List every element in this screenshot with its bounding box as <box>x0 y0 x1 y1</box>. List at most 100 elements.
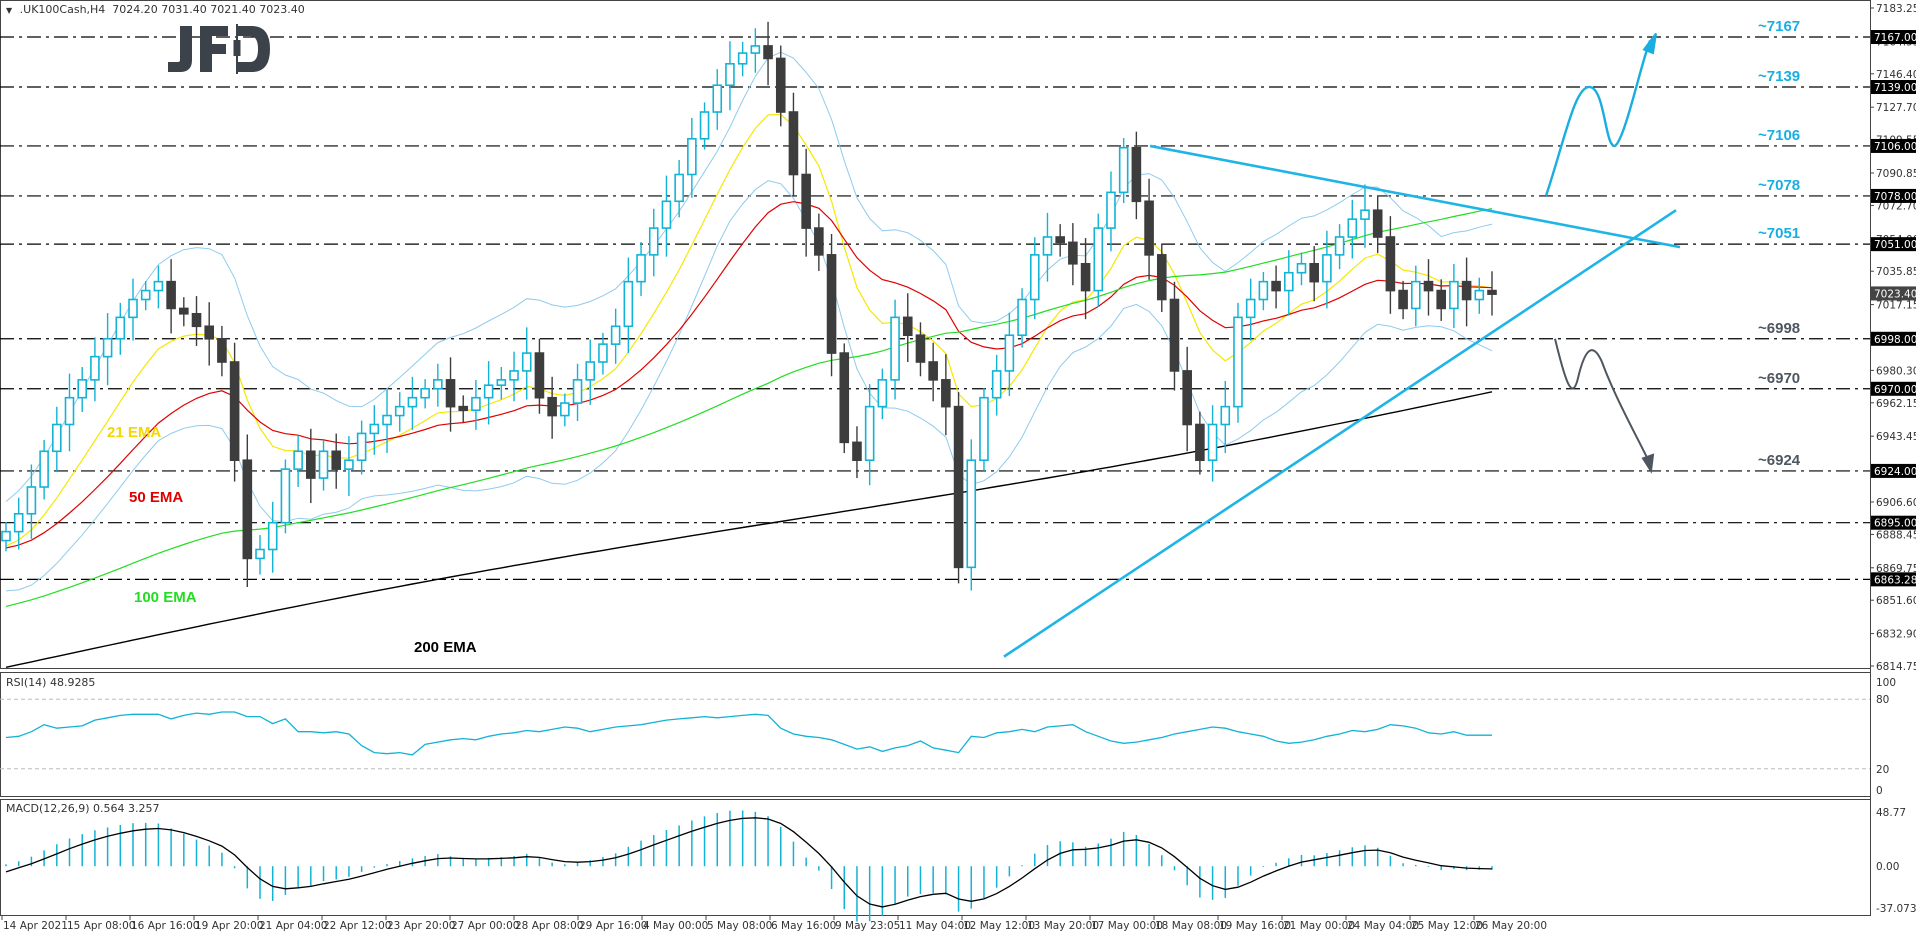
bull-candle <box>1106 191 1116 229</box>
bear-candle <box>1372 209 1383 238</box>
bull-candle <box>90 355 100 381</box>
bull-candle <box>64 396 75 426</box>
price-candles <box>1 21 1497 591</box>
price-tick-label: 7035.85 <box>1876 266 1916 278</box>
bear-candle <box>1309 262 1319 283</box>
bear-candle <box>1487 289 1497 295</box>
time-label: 27 Apr 00:00 <box>451 920 519 932</box>
bear-candle <box>1398 289 1408 310</box>
bull-candle <box>153 280 164 292</box>
bull-candle <box>280 468 291 524</box>
bollinger-upper <box>5 51 1493 502</box>
bull-candle <box>13 512 24 533</box>
bear-candle <box>445 379 456 408</box>
bull-candle <box>610 325 621 345</box>
bear-candle <box>1144 200 1154 256</box>
bear-candle <box>1080 262 1091 292</box>
bull-candle <box>572 379 583 404</box>
bull-candle <box>687 137 697 176</box>
price-tick-label: 6943.45 <box>1876 431 1916 443</box>
bear-candle <box>788 111 799 176</box>
bear-candle <box>775 57 786 113</box>
bull-candle <box>636 254 646 283</box>
bull-candle <box>1283 271 1294 292</box>
bull-candle <box>674 173 684 203</box>
time-label: 24 May 04:00 <box>1347 920 1419 932</box>
bull-candle <box>864 405 875 462</box>
price-tick-label: 7072.70 <box>1876 200 1916 212</box>
bull-candle <box>737 52 748 65</box>
bear-candle <box>166 280 176 310</box>
time-label: 14 Apr 2021 <box>3 920 68 932</box>
bear-candle <box>915 334 926 363</box>
level-price-label: 6970.00 <box>1874 384 1916 396</box>
price-tick-label: 7017.15 <box>1876 300 1916 312</box>
level-price-box <box>1871 30 1916 45</box>
chart-header[interactable]: ▼ .UK100Cash,H4 7024.20 7031.40 7021.40 … <box>6 3 305 16</box>
bear-candle <box>217 337 227 363</box>
bollinger-lower <box>5 180 1493 592</box>
bull-candle <box>26 486 37 515</box>
bear-candle <box>1436 289 1446 310</box>
bull-candle <box>623 280 634 328</box>
level-price-label: 6863.28 <box>1874 574 1916 586</box>
bull-candle <box>979 396 989 462</box>
triangle-down-icon[interactable]: ▼ <box>6 6 13 15</box>
time-label: 15 Apr 08:00 <box>67 920 135 932</box>
bull-candle <box>1245 298 1256 319</box>
level-labels: ~7167 ~7139 ~7106 ~7078 ~7051 ~6998 ~6970 ~6924 <box>1758 18 1801 469</box>
symbol-ohlc: .UK100Cash,H4 7024.20 7031.40 7021.40 70… <box>19 3 305 16</box>
bear-candle <box>953 405 964 569</box>
level-price-box <box>1871 463 1916 478</box>
level-price-label: 7106.00 <box>1874 141 1916 153</box>
bull-candle <box>77 379 88 399</box>
time-label: 28 Apr 08:00 <box>515 920 583 932</box>
horizontal-levels <box>0 36 1870 580</box>
rsi-axis-label: 80 <box>1876 694 1889 706</box>
price-axis[interactable]: 7183.257164.557146.407127.707109.557090.… <box>1870 3 1916 673</box>
bull-candle <box>407 396 418 408</box>
bear-candle <box>1182 370 1192 426</box>
level-label: ~7106 <box>1758 127 1800 144</box>
level-label: ~7167 <box>1758 18 1800 35</box>
bull-candle <box>725 63 735 87</box>
level-price-box <box>1871 80 1916 95</box>
level-price-label: 6998.00 <box>1874 334 1916 346</box>
time-label: 9 May 23:05 <box>835 920 900 932</box>
macd-axis-label: -37.073 <box>1876 903 1916 915</box>
bull-candle <box>560 402 570 417</box>
bull-candle <box>128 298 138 319</box>
time-label: 4 May 00:00 <box>643 920 708 932</box>
level-label: ~7051 <box>1758 225 1800 242</box>
triangle-trendlines[interactable] <box>1003 144 1681 658</box>
time-label: 19 Apr 20:00 <box>195 920 263 932</box>
price-tick-label: 6906.60 <box>1876 497 1916 509</box>
bear-candle <box>902 316 913 337</box>
bear-candle <box>547 396 557 417</box>
bull-candle <box>471 396 481 412</box>
price-tick-label: 6869.75 <box>1876 563 1916 575</box>
bull-candle <box>1322 254 1332 283</box>
time-label: 17 May 00:00 <box>1091 920 1163 932</box>
bull-candle <box>52 423 62 453</box>
bull-candle <box>369 423 380 435</box>
jfd-logo <box>166 24 272 74</box>
bear-candle <box>1423 280 1434 292</box>
bear-candle <box>306 450 316 479</box>
bull-candle <box>1449 280 1459 310</box>
ema-21-line <box>5 113 1493 547</box>
level-price-box <box>1871 331 1916 346</box>
bull-candle <box>483 384 494 399</box>
price-tick-label: 7146.40 <box>1876 69 1916 81</box>
time-label: 29 Apr 16:00 <box>579 920 647 932</box>
bear-candle <box>826 254 837 354</box>
level-price-label: 7167.00 <box>1874 32 1916 44</box>
bear-candle <box>1055 236 1065 244</box>
price-tick-label: 6814.75 <box>1876 661 1916 673</box>
bear-candle <box>179 307 189 315</box>
time-label: 12 May 12:00 <box>963 920 1035 932</box>
panel-frames <box>0 0 1871 916</box>
price-tick-label: 6980.30 <box>1876 365 1916 377</box>
